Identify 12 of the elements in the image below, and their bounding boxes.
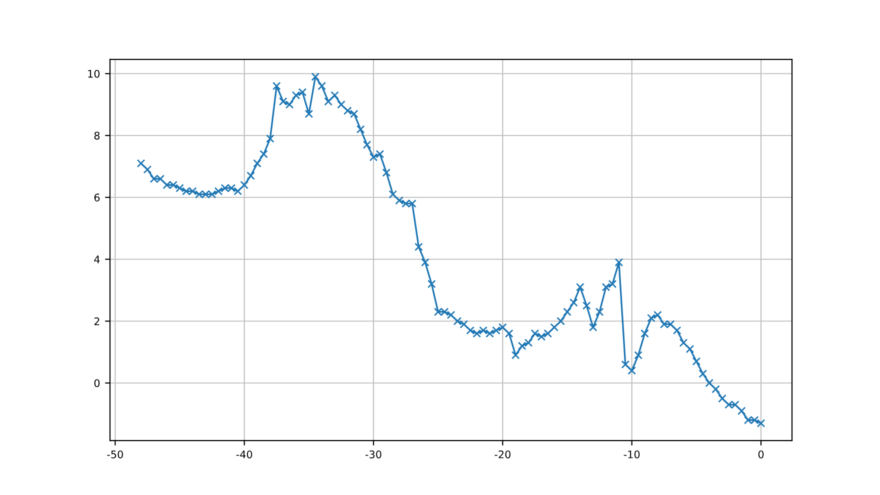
y-tick-label: 6 — [94, 194, 100, 202]
x-tick-label: -10 — [624, 450, 640, 458]
y-tick-label: 2 — [94, 317, 100, 326]
x-tick-label: -20 — [494, 450, 510, 458]
y-tick-label: 10 — [88, 70, 100, 78]
x-tick-label: 0 — [758, 450, 764, 458]
y-tick-label: 8 — [94, 132, 100, 140]
y-tick-label: 0 — [94, 379, 100, 388]
y-tick-label: 4 — [94, 256, 100, 264]
x-tick-label: -30 — [366, 450, 382, 458]
x-tick-label: -50 — [107, 450, 123, 458]
x-tick-label: -40 — [236, 450, 252, 458]
